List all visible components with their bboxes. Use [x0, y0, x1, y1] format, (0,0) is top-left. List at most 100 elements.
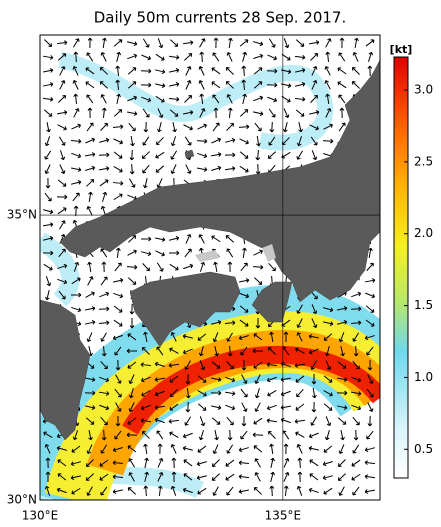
arrow	[143, 331, 148, 343]
arrow	[100, 444, 108, 454]
arrow	[140, 362, 152, 368]
arrow	[169, 235, 180, 241]
arrow	[72, 192, 80, 202]
arrow	[351, 459, 361, 467]
arrow	[185, 373, 191, 385]
arrow	[113, 138, 123, 145]
arrow	[211, 361, 221, 369]
arrow	[156, 262, 164, 272]
arrow	[340, 346, 345, 357]
arrow	[241, 374, 248, 384]
arrow	[254, 402, 261, 412]
arrow	[352, 444, 360, 454]
arrow	[70, 292, 82, 298]
arrow	[266, 404, 277, 411]
arrow	[113, 193, 123, 201]
arrow	[240, 388, 248, 398]
arrow	[252, 348, 264, 354]
arrow	[59, 164, 66, 174]
arrow	[44, 39, 53, 47]
arrow	[127, 361, 137, 369]
arrow	[212, 94, 220, 104]
arrow	[128, 235, 137, 243]
arrow	[267, 96, 278, 103]
arrow	[86, 206, 93, 216]
arrow	[56, 445, 67, 451]
arrow	[101, 429, 107, 441]
arrow	[340, 430, 345, 441]
arrow	[338, 332, 345, 343]
arrow	[350, 320, 362, 326]
arrow	[154, 377, 166, 382]
arrow	[100, 94, 107, 104]
arrow	[114, 430, 122, 440]
arrow	[128, 458, 136, 468]
arrow	[240, 430, 248, 440]
arrow	[44, 136, 51, 147]
arrow	[211, 67, 221, 75]
arrow	[225, 137, 236, 143]
arrow	[112, 124, 124, 130]
arrow	[99, 376, 110, 383]
arrow	[170, 150, 178, 160]
arrow	[128, 388, 134, 399]
map-frame	[39, 34, 381, 501]
arrow	[112, 474, 124, 480]
arrow	[141, 389, 151, 397]
arrow	[183, 459, 193, 467]
arrow	[253, 81, 263, 89]
arrow	[238, 460, 250, 466]
arrow	[228, 37, 233, 49]
arrow	[44, 164, 51, 174]
arrow	[224, 152, 236, 158]
arrow	[57, 53, 67, 61]
arrow	[254, 458, 261, 468]
arrow	[239, 305, 249, 313]
arrow	[155, 165, 165, 173]
arrow	[212, 444, 219, 455]
arrow	[197, 487, 207, 495]
arrow	[169, 403, 179, 411]
arrow	[127, 67, 137, 75]
arrow	[323, 487, 333, 495]
arrow	[43, 209, 54, 215]
colorbar-tick-label: 2.0	[414, 226, 433, 240]
arrow	[351, 291, 362, 298]
arrow	[126, 348, 138, 354]
arrow	[351, 404, 362, 411]
arrow	[269, 443, 274, 455]
arrow	[239, 39, 249, 47]
arrow	[140, 236, 152, 242]
arrow	[156, 178, 163, 189]
arrow	[283, 485, 289, 497]
arrow	[268, 430, 276, 439]
arrow	[84, 152, 96, 157]
arrow	[283, 122, 288, 133]
arrow	[100, 486, 108, 496]
arrow	[98, 391, 110, 396]
arrow	[127, 445, 137, 453]
arrow	[366, 388, 374, 398]
arrow	[154, 361, 165, 367]
arrow	[367, 65, 373, 77]
arrow	[73, 205, 79, 217]
arrow	[352, 51, 359, 62]
arrow	[171, 457, 177, 469]
arrow	[268, 38, 276, 48]
arrow	[311, 318, 318, 328]
arrow	[73, 93, 79, 105]
arrow	[267, 390, 277, 397]
arrow	[182, 487, 193, 494]
arrow	[270, 471, 276, 482]
arrow	[156, 430, 164, 440]
arrow	[367, 374, 374, 384]
arrow	[325, 51, 331, 63]
arrow	[211, 473, 221, 481]
arrow	[143, 178, 148, 189]
arrow	[99, 459, 109, 467]
arrow	[283, 443, 289, 455]
arrow	[325, 360, 332, 371]
arrow	[352, 360, 360, 370]
arrow	[336, 377, 348, 382]
colorbar-tick-label: 3.0	[414, 83, 433, 97]
